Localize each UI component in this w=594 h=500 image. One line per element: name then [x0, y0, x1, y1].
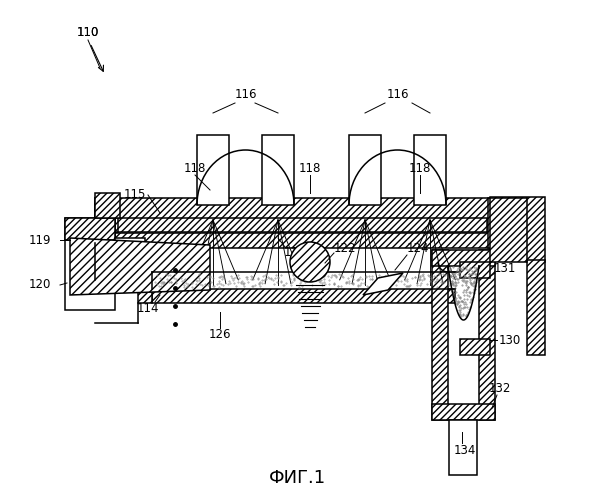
Bar — [65, 218, 115, 310]
Bar — [262, 135, 294, 205]
Text: 120: 120 — [29, 278, 51, 291]
Polygon shape — [70, 238, 210, 295]
Bar — [115, 238, 145, 258]
Text: 122: 122 — [334, 242, 356, 254]
Bar — [527, 260, 545, 355]
Bar — [432, 404, 495, 420]
Bar — [100, 210, 505, 232]
Circle shape — [290, 242, 330, 282]
Text: 110: 110 — [77, 26, 99, 40]
Text: 114: 114 — [137, 302, 159, 314]
Text: 115: 115 — [124, 188, 146, 202]
Text: 130: 130 — [499, 334, 521, 346]
Bar — [349, 135, 381, 205]
Bar — [449, 420, 477, 475]
Text: 124: 124 — [407, 242, 429, 254]
Bar — [138, 258, 152, 303]
Bar — [432, 250, 448, 420]
Text: 134: 134 — [454, 444, 476, 456]
Bar — [460, 339, 490, 355]
Bar — [65, 218, 115, 240]
Text: ФИГ.1: ФИГ.1 — [268, 469, 326, 487]
Text: 119: 119 — [29, 234, 51, 246]
Text: 116: 116 — [235, 88, 257, 102]
Text: 116: 116 — [387, 88, 409, 102]
Polygon shape — [363, 273, 403, 295]
Bar — [487, 210, 505, 232]
Bar — [479, 250, 495, 420]
Bar — [414, 135, 446, 205]
Text: 110: 110 — [77, 26, 99, 38]
Bar — [95, 193, 120, 218]
Text: 126: 126 — [208, 328, 231, 342]
Bar — [432, 250, 495, 266]
Bar — [488, 198, 508, 248]
Bar — [197, 135, 229, 205]
Bar — [100, 210, 118, 232]
Text: 132: 132 — [489, 382, 511, 394]
Bar — [95, 198, 115, 248]
Bar — [152, 289, 455, 303]
Text: 131: 131 — [494, 262, 516, 274]
Bar — [95, 198, 508, 218]
Bar — [113, 253, 148, 265]
Text: 118: 118 — [409, 162, 431, 174]
Bar — [490, 197, 545, 262]
Text: 118: 118 — [299, 162, 321, 174]
Bar — [95, 233, 508, 248]
Text: 117: 117 — [284, 246, 307, 258]
Text: 118: 118 — [184, 162, 206, 174]
Bar — [460, 262, 490, 278]
